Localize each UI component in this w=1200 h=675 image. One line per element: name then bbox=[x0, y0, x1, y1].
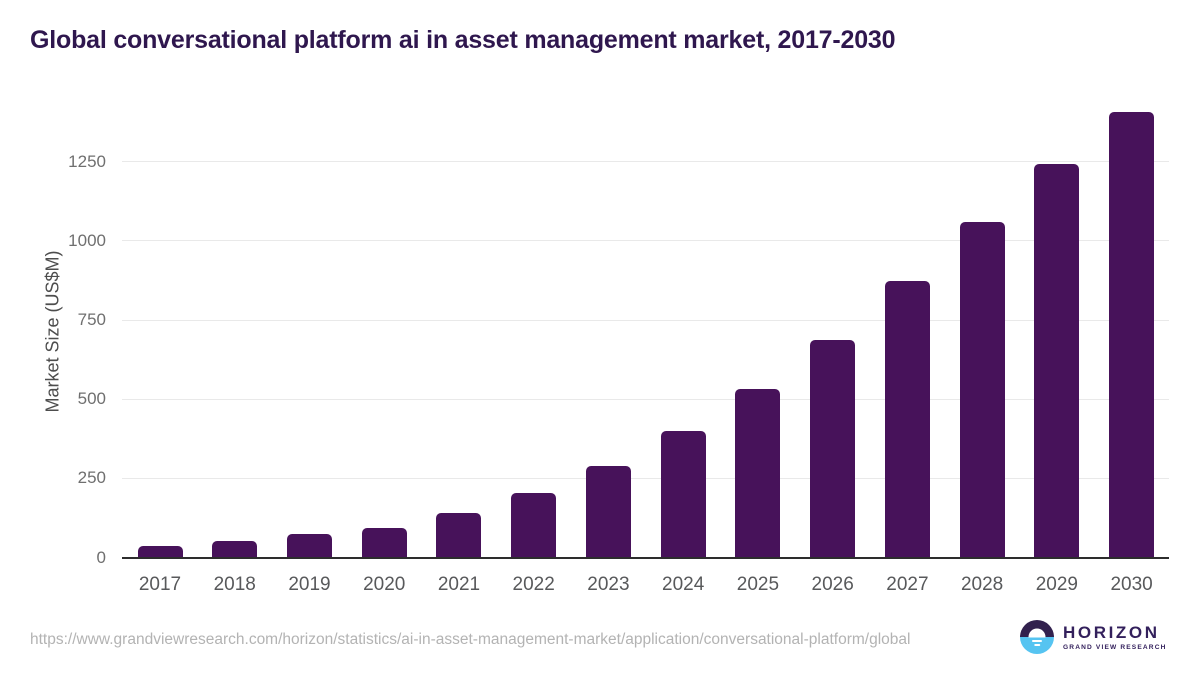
bar-2017[interactable] bbox=[137, 546, 183, 558]
source-url: https://www.grandviewresearch.com/horizo… bbox=[30, 631, 911, 648]
horizon-logo: HORIZON GRAND VIEW RESEARCH bbox=[1020, 620, 1167, 654]
x-axis-tick-label: 2024 bbox=[662, 573, 705, 595]
y-axis-tick-label: 1000 bbox=[68, 230, 106, 250]
gridline-1250 bbox=[122, 161, 1169, 163]
bar-2018[interactable] bbox=[212, 541, 258, 558]
bar-2025[interactable] bbox=[735, 388, 781, 558]
x-axis-tick-label: 2029 bbox=[1035, 573, 1079, 595]
x-axis-tick-label: 2022 bbox=[512, 573, 555, 595]
y-axis-tick-label: 500 bbox=[77, 389, 106, 409]
bar-2023[interactable] bbox=[585, 465, 631, 558]
gridline-500 bbox=[122, 398, 1169, 400]
sun-reflection-dash bbox=[1034, 644, 1040, 647]
bar-2030[interactable] bbox=[1109, 111, 1155, 558]
logo-company-name: GRAND VIEW RESEARCH bbox=[1063, 643, 1167, 651]
x-axis-tick-label: 2028 bbox=[960, 573, 1004, 595]
bar-2020[interactable] bbox=[361, 528, 407, 558]
x-axis-tick-label: 2019 bbox=[288, 573, 331, 595]
horizon-sun-icon bbox=[1020, 620, 1054, 654]
x-axis-line bbox=[122, 556, 1169, 559]
x-axis-tick-label: 2021 bbox=[437, 573, 481, 595]
sun-reflection-dash bbox=[1032, 639, 1042, 642]
gridline-250 bbox=[122, 477, 1169, 479]
x-axis-tick-label: 2023 bbox=[587, 573, 630, 595]
gridline-1000 bbox=[122, 240, 1169, 242]
x-axis-tick-label: 2030 bbox=[1110, 573, 1153, 595]
bar-2028[interactable] bbox=[959, 221, 1005, 558]
x-axis-tick-label: 2018 bbox=[213, 573, 256, 595]
bar-2019[interactable] bbox=[286, 533, 332, 558]
y-axis-tick-label: 250 bbox=[77, 468, 106, 488]
sun-glyph bbox=[1028, 628, 1046, 637]
bar-2022[interactable] bbox=[511, 492, 557, 558]
x-axis-tick-label: 2026 bbox=[811, 573, 854, 595]
x-axis-tick-label: 2020 bbox=[363, 573, 406, 595]
x-axis-tick-label: 2027 bbox=[886, 573, 929, 595]
logo-text: HORIZON GRAND VIEW RESEARCH bbox=[1063, 624, 1167, 651]
chart-title: Global conversational platform ai in ass… bbox=[30, 26, 896, 54]
bar-2026[interactable] bbox=[810, 339, 856, 558]
bar-2024[interactable] bbox=[660, 431, 706, 558]
x-axis-tick-label: 2025 bbox=[736, 573, 780, 595]
x-axis-tick-label: 2017 bbox=[138, 573, 182, 595]
gridline-750 bbox=[122, 319, 1169, 321]
y-axis-tick-label: 750 bbox=[77, 310, 106, 330]
bar-2029[interactable] bbox=[1034, 163, 1080, 558]
bar-2027[interactable] bbox=[884, 281, 930, 558]
y-axis-tick-label: 0 bbox=[96, 547, 106, 567]
logo-brand-name: HORIZON bbox=[1063, 622, 1160, 642]
y-axis-tick-label: 1250 bbox=[68, 151, 106, 171]
bar-2021[interactable] bbox=[436, 512, 482, 558]
